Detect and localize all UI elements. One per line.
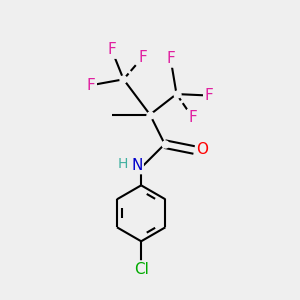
Text: O: O: [196, 142, 208, 158]
Text: F: F: [166, 51, 175, 66]
Text: F: F: [138, 50, 147, 65]
Text: H: H: [118, 157, 128, 171]
Text: Cl: Cl: [134, 262, 148, 277]
Text: F: F: [107, 42, 116, 57]
Text: F: F: [87, 78, 95, 93]
Text: F: F: [205, 88, 213, 103]
Text: N: N: [131, 158, 142, 173]
Text: F: F: [188, 110, 197, 125]
